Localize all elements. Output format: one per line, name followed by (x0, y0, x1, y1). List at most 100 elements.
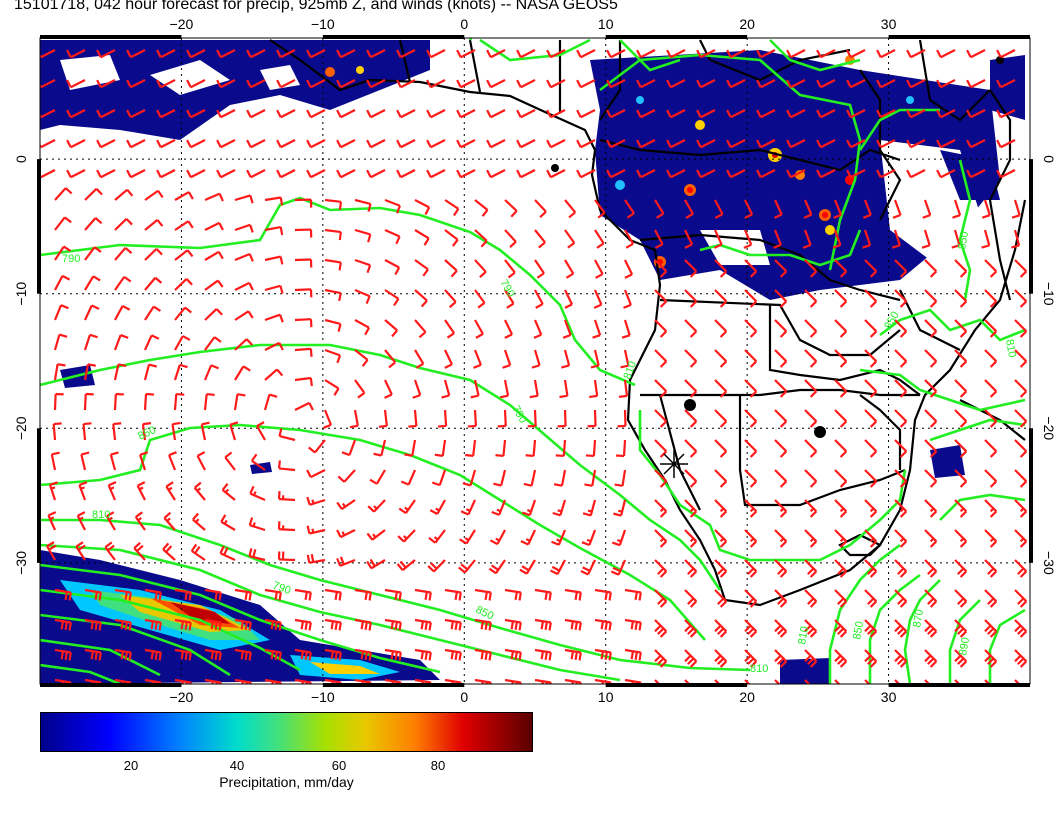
wind-barb (714, 529, 728, 548)
wind-barb (336, 499, 356, 510)
wind-barb (336, 529, 356, 539)
wind-barb (1014, 289, 1028, 308)
wind-barb (714, 469, 728, 488)
wind-barb (924, 499, 938, 518)
wind-barbs (40, 49, 1028, 684)
wind-barb (924, 289, 938, 308)
wind-barb (76, 511, 86, 531)
wind-barb (906, 49, 926, 59)
wind-barb (774, 619, 788, 638)
wind-barb (426, 139, 446, 149)
wind-barb (474, 618, 492, 631)
wind-barb (426, 169, 446, 179)
wind-barb (585, 439, 597, 458)
wind-barb (834, 499, 848, 518)
wind-barb (936, 109, 956, 119)
wind-barb (894, 349, 908, 368)
wind-barb (744, 259, 758, 278)
wind-barb (294, 347, 313, 357)
lat-tick-right: 0 (1041, 155, 1056, 163)
wind-barb (610, 559, 627, 576)
wind-barb (396, 79, 416, 89)
wind-barb (306, 496, 326, 506)
wind-barb (774, 379, 788, 398)
map-title: 15101718, 042 hour forecast for precip, … (14, 0, 618, 13)
wind-barb (323, 409, 332, 429)
wind-barb (414, 349, 425, 369)
wind-barb (504, 618, 522, 631)
wind-barb (864, 349, 878, 368)
wind-barb (618, 379, 629, 398)
wind-barb (504, 259, 516, 279)
wind-barb (954, 439, 968, 458)
wind-barb (234, 194, 254, 204)
wind-barb (143, 334, 160, 351)
wind-barb (168, 451, 177, 471)
wind-barb (546, 79, 566, 89)
wind-barb (654, 259, 668, 278)
wind-barb (906, 169, 926, 179)
wind-barb (576, 139, 596, 149)
wind-barb (623, 289, 632, 309)
wind-barb (54, 187, 73, 201)
wind-barb (613, 499, 627, 517)
wind-barb (936, 49, 956, 59)
lon-tick-top: −20 (170, 16, 194, 32)
wind-barb (846, 169, 866, 179)
wind-barb (864, 499, 878, 518)
wind-barb (366, 169, 386, 179)
wind-barb (234, 310, 254, 321)
wind-barb (354, 319, 370, 336)
wind-barb (144, 189, 164, 201)
wind-barb (684, 469, 698, 488)
wind-barb (684, 409, 698, 428)
wind-barb (367, 499, 386, 513)
wind-barb (96, 169, 116, 179)
wind-barb (276, 79, 296, 89)
wind-barb (192, 512, 206, 531)
wind-barb (324, 618, 342, 631)
wind-barb (576, 49, 596, 59)
wind-barb (366, 49, 386, 59)
wind-barb (984, 589, 998, 608)
wind-barb (1011, 199, 1021, 219)
wind-barb (954, 559, 968, 578)
wind-barb (465, 439, 477, 457)
wind-barb (924, 649, 938, 668)
wind-barb (324, 648, 342, 661)
wind-barb (1014, 529, 1028, 548)
colorbar-units-label: Precipitation, mm/day (219, 774, 354, 790)
wind-barb (143, 392, 155, 411)
wind-barb (696, 139, 716, 149)
wind-barb (256, 421, 266, 441)
lat-tick-left: −30 (13, 551, 29, 575)
wind-barb (414, 229, 430, 246)
wind-barb (549, 559, 566, 576)
wind-barb (804, 379, 818, 398)
wind-barb (96, 109, 116, 119)
wind-barb (171, 421, 181, 441)
wind-barb (354, 258, 372, 274)
wind-barb (438, 409, 448, 428)
wind-barb (846, 109, 866, 119)
wind-barb (488, 559, 506, 575)
wind-barb (546, 109, 566, 119)
wind-barb (636, 139, 656, 149)
wind-barb (216, 79, 236, 89)
wind-barb (306, 109, 326, 119)
wind-barb (520, 529, 536, 546)
wind-barb (744, 499, 758, 518)
wind-barb (144, 588, 162, 601)
wind-barb (336, 556, 356, 567)
wind-barb (186, 109, 206, 119)
wind-barb (894, 469, 908, 488)
wind-barb (774, 469, 788, 488)
wind-barb (564, 259, 575, 279)
wind-barb (426, 79, 446, 89)
wind-barb (474, 289, 486, 309)
wind-barb (654, 559, 668, 578)
wind-barb (104, 541, 116, 561)
wind-barb (684, 199, 694, 219)
wind-barb (684, 619, 698, 638)
wind-barb (66, 109, 86, 119)
